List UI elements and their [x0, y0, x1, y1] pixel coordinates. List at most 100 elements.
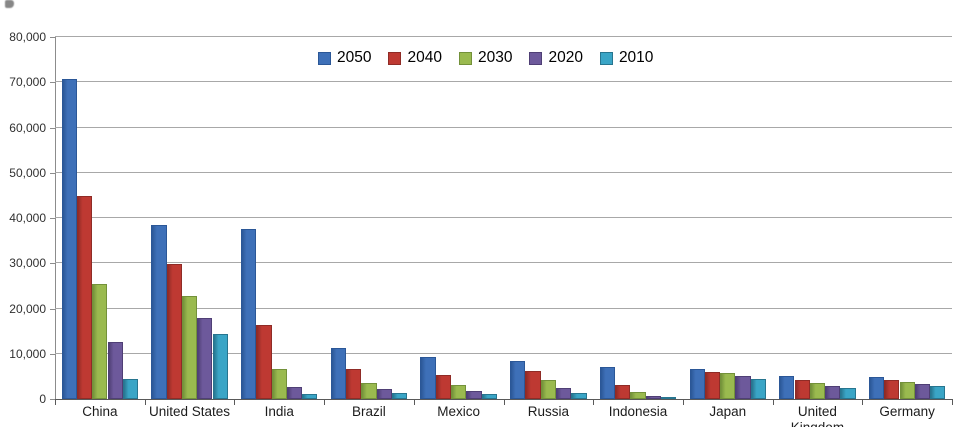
bar-2050-germany — [868, 376, 885, 399]
x-axis-line — [55, 399, 953, 400]
bar-2050-united-states — [151, 224, 167, 399]
x-tick-8 — [772, 400, 774, 405]
bar-2040-united-kingdom — [794, 379, 810, 399]
x-tick-9 — [862, 400, 864, 405]
bar-2030-russia — [540, 380, 556, 399]
bar-2010-india — [302, 393, 318, 399]
gridline-60000 — [55, 126, 952, 128]
bar-2010-united-states — [212, 333, 228, 399]
x-axis-label-india: India — [264, 404, 294, 419]
bar-2010-russia — [571, 393, 587, 399]
bar-2050-japan — [689, 369, 705, 399]
legend-entry-2020: 2020 — [529, 49, 583, 67]
bar-2020-china — [107, 342, 123, 399]
bar-2050-mexico — [420, 356, 436, 399]
x-axis-label-japan: Japan — [709, 404, 747, 419]
bar-2040-indonesia — [615, 385, 631, 399]
gridline-10000 — [55, 352, 952, 354]
bar-2030-japan — [720, 372, 736, 399]
bar-2020-united-kingdom — [825, 385, 841, 399]
corner-artifact-mark — [5, 0, 14, 8]
x-tick-3 — [324, 400, 326, 405]
bar-2020-indonesia — [645, 395, 661, 399]
legend-label-2040: 2040 — [407, 49, 442, 66]
x-tick-6 — [593, 400, 595, 405]
legend-label-2050: 2050 — [337, 49, 372, 66]
legend-entry-2010: 2010 — [599, 49, 654, 67]
x-tick-7 — [682, 400, 684, 405]
y-tick-30000 — [50, 263, 55, 265]
bar-2010-japan — [750, 379, 766, 399]
y-axis-label-30000: 30,000 — [9, 256, 46, 271]
bar-2020-india — [286, 386, 303, 399]
bar-2020-united-states — [197, 318, 213, 399]
x-tick-0 — [55, 400, 56, 405]
bar-2020-germany — [914, 384, 931, 399]
bar-2040-mexico — [435, 374, 451, 399]
gridline-80000 — [55, 36, 952, 37]
bar-2030-china — [92, 283, 108, 399]
x-tick-5 — [503, 400, 505, 405]
bar-2030-indonesia — [630, 392, 646, 399]
bar-2030-india — [271, 369, 287, 399]
legend-swatch-icon-2010 — [599, 51, 613, 65]
y-tick-50000 — [50, 172, 55, 174]
bar-2010-brazil — [391, 393, 408, 399]
x-axis-label-mexico: Mexico — [437, 404, 481, 419]
legend-entry-2050: 2050 — [318, 49, 371, 67]
x-tick-10 — [952, 400, 953, 405]
y-axis-label-60000: 60,000 — [9, 120, 46, 135]
legend-entry-2030: 2030 — [458, 49, 512, 67]
legend-label-2020: 2020 — [548, 49, 583, 66]
x-tick-4 — [413, 400, 415, 405]
x-axis-label-china: China — [82, 404, 118, 419]
y-axis-label-10000: 10,000 — [9, 346, 46, 361]
y-tick-0 — [50, 399, 55, 400]
x-axis-label-indonesia: Indonesia — [608, 404, 668, 419]
bar-2030-mexico — [451, 384, 467, 399]
x-axis-label-united-states: United States — [149, 404, 231, 419]
y-axis-line — [55, 37, 56, 399]
legend-swatch-icon-2040 — [388, 51, 402, 65]
y-axis-label-80000: 80,000 — [9, 30, 46, 44]
bar-2040-united-states — [166, 264, 182, 399]
y-axis-label-20000: 20,000 — [9, 301, 46, 316]
bar-2050-russia — [510, 360, 526, 399]
bar-2050-india — [241, 228, 257, 399]
gridline-70000 — [55, 81, 952, 83]
bar-2020-russia — [556, 387, 572, 399]
bar-2010-indonesia — [661, 397, 677, 399]
legend-swatch-icon-2030 — [458, 51, 472, 65]
legend-swatch-icon-2050 — [318, 51, 331, 65]
bar-2030-united-states — [181, 296, 198, 399]
x-axis-label-brazil: Brazil — [352, 404, 386, 419]
y-tick-60000 — [50, 127, 55, 129]
x-tick-1 — [144, 400, 146, 405]
gridline-50000 — [55, 171, 952, 173]
y-axis-label-40000: 40,000 — [9, 211, 46, 225]
bar-2030-germany — [899, 381, 915, 399]
bar-2020-japan — [735, 376, 751, 399]
y-axis-label-0: 0 — [39, 392, 46, 406]
bar-2010-china — [122, 378, 139, 399]
x-axis-label-germany: Germany — [879, 404, 935, 419]
gridline-30000 — [55, 262, 952, 264]
legend-entry-2040: 2040 — [388, 49, 442, 67]
y-tick-70000 — [50, 82, 55, 84]
y-tick-20000 — [50, 308, 55, 310]
y-axis-label-70000: 70,000 — [9, 75, 46, 90]
y-axis-label-50000: 50,000 — [9, 165, 46, 180]
y-tick-10000 — [50, 353, 55, 355]
x-axis-label-united-kingdom: United Kingdom — [791, 404, 844, 427]
gridline-40000 — [55, 217, 952, 218]
chart-legend: 2050 2040 2030 2020 2010 — [318, 49, 653, 67]
plot-area — [55, 36, 952, 399]
bar-2040-germany — [884, 379, 900, 399]
legend-label-2010: 2010 — [618, 49, 654, 66]
y-tick-80000 — [50, 37, 55, 38]
bar-2020-brazil — [376, 389, 392, 399]
bar-2020-mexico — [466, 390, 482, 399]
bar-2010-united-kingdom — [840, 388, 856, 399]
y-tick-40000 — [50, 218, 55, 219]
